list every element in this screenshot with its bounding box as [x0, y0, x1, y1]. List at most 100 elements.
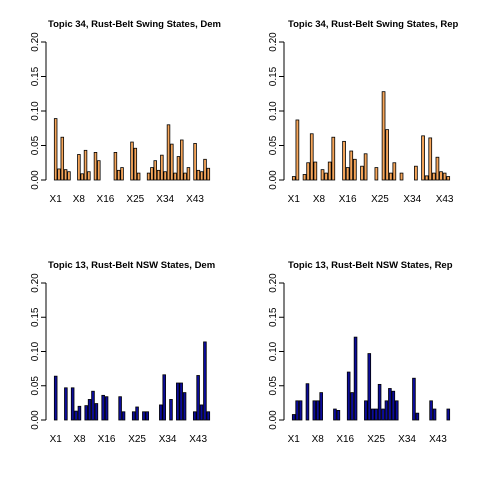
bar	[166, 124, 171, 181]
bar	[176, 382, 180, 421]
bar	[394, 400, 399, 421]
bar	[87, 171, 91, 181]
x-tick-label: X1	[50, 434, 63, 445]
y-tick-label: 0.05	[268, 376, 279, 396]
bar	[142, 411, 146, 421]
bar	[424, 175, 429, 181]
bar	[309, 133, 314, 181]
bar	[327, 161, 332, 181]
y-tick-label: 0.00	[268, 410, 279, 430]
bar	[120, 167, 124, 181]
bar	[336, 410, 341, 421]
bar	[150, 167, 154, 181]
bar	[324, 172, 328, 181]
bar	[446, 408, 451, 421]
y-tick-label: 0.20	[268, 273, 279, 293]
bar	[113, 151, 118, 181]
bar	[381, 91, 386, 181]
bar	[415, 412, 420, 421]
bar	[84, 405, 88, 421]
bar	[342, 140, 346, 181]
x-tick-label: X8	[313, 194, 326, 205]
bar	[57, 168, 61, 181]
x-tick-label: X8	[312, 434, 325, 445]
bar	[295, 400, 299, 421]
bar	[121, 411, 126, 421]
bar	[145, 411, 150, 421]
bar	[442, 172, 447, 181]
bar	[153, 160, 157, 181]
x-tick-label: X1	[50, 194, 63, 205]
bar	[374, 167, 379, 181]
bar	[77, 405, 82, 421]
y-tick-label: 0.00	[30, 410, 41, 430]
x-tick-label: X43	[436, 194, 454, 205]
bar	[182, 392, 187, 421]
bar	[94, 403, 99, 421]
bar	[206, 411, 211, 421]
bar	[364, 400, 368, 421]
chart-title: Topic 34, Rust-Belt Swing States, Dem	[48, 19, 221, 30]
bar	[183, 172, 187, 181]
bar	[64, 387, 68, 421]
bar	[385, 129, 389, 181]
bar	[421, 135, 425, 181]
x-tick-label: X34	[159, 434, 177, 445]
bar	[97, 160, 101, 181]
bar	[169, 399, 173, 421]
bar	[196, 375, 200, 421]
bar	[135, 406, 139, 421]
chart-rep-swing: Topic 34, Rust-Belt Swing States, Rep 0.…	[268, 19, 459, 205]
bar	[392, 162, 397, 181]
bar	[80, 173, 84, 181]
bar	[70, 387, 75, 421]
bar	[131, 411, 136, 421]
y-tick-label: 0.00	[30, 170, 41, 190]
bar	[377, 383, 382, 421]
bar	[306, 162, 310, 181]
bar	[388, 172, 393, 181]
x-tick-label: X34	[398, 434, 416, 445]
y-tick-label: 0.10	[30, 341, 41, 361]
bar	[367, 353, 372, 421]
chart-dem-swing: Topic 34, Rust-Belt Swing States, Dem 0.…	[30, 19, 221, 205]
y-tick-label: 0.05	[268, 135, 279, 155]
bar	[63, 169, 68, 181]
bar	[176, 156, 181, 181]
bar	[431, 172, 436, 181]
bar	[388, 388, 392, 421]
bar	[319, 392, 323, 421]
y-tick-label: 0.10	[268, 101, 279, 121]
bar	[199, 404, 204, 421]
bar	[315, 400, 320, 421]
bar	[193, 143, 197, 181]
y-tick-label: 0.15	[268, 66, 279, 86]
y-tick-label: 0.15	[30, 66, 41, 86]
bar	[192, 411, 197, 421]
bar	[83, 149, 88, 181]
bar	[428, 137, 433, 181]
bar	[67, 171, 71, 181]
bar	[104, 396, 109, 421]
bar	[381, 408, 385, 421]
x-tick-label: X16	[339, 194, 357, 205]
bar	[305, 383, 310, 421]
bar	[439, 171, 443, 181]
x-tick-label: X43	[429, 434, 447, 445]
bar	[350, 392, 354, 421]
bar	[117, 169, 121, 181]
bar	[320, 169, 325, 181]
bar	[295, 119, 300, 181]
y-tick-label: 0.05	[30, 376, 41, 396]
x-tick-label: X43	[186, 194, 204, 205]
y-tick-label: 0.05	[30, 135, 41, 155]
bar	[291, 176, 296, 181]
x-tick-label: X25	[128, 434, 146, 445]
y-tick-label: 0.20	[30, 273, 41, 293]
bar	[370, 408, 375, 421]
x-tick-label: X1	[288, 434, 301, 445]
x-tick-label: X16	[98, 434, 116, 445]
bar	[353, 336, 358, 421]
bar	[345, 167, 350, 181]
